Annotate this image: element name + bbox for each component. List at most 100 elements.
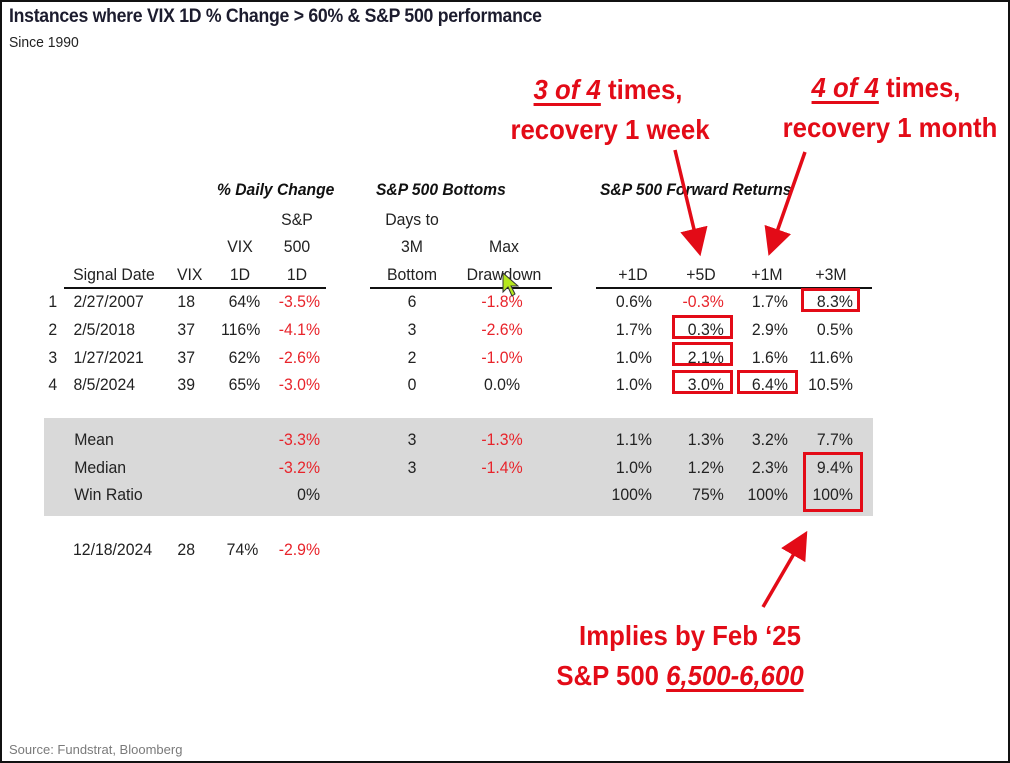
header-spx-1d-l3: 1D (286, 265, 308, 284)
summary-cell-f3m: 7.7% (816, 430, 853, 449)
table-cell-vix: 37 (177, 320, 196, 339)
table-cell-f5d: 3.0% (687, 375, 724, 394)
summary-cell-f1d: 100% (611, 485, 652, 504)
slide-subtitle: Since 1990 (9, 34, 79, 51)
table-cell-n: 1 (48, 292, 58, 311)
table-cell-spx_1d: -3.5% (278, 292, 321, 311)
header-vix-1d-l2: 1D (229, 265, 251, 284)
table-cell-date: 8/5/2024 (73, 375, 136, 394)
table-cell-dd: -1.8% (481, 292, 523, 311)
table-cell-n: 4 (48, 375, 58, 394)
summary-cell-spx_1d: 0% (297, 485, 321, 504)
summary-cell-dd: -1.4% (481, 458, 523, 477)
table-cell-dd: -1.0% (481, 348, 523, 367)
header-rule-middle (370, 287, 552, 289)
current-vix-1d: 74% (226, 540, 259, 559)
summary-cell-label: Median (74, 458, 127, 477)
header-signal-date: Signal Date (73, 265, 155, 284)
table-cell-f1d: 1.0% (615, 348, 652, 367)
current-date: 12/18/2024 (72, 540, 153, 559)
annotation-implies-line1: Implies by Feb ‘25 (579, 620, 801, 651)
summary-cell-label: Mean (74, 430, 114, 449)
summary-cell-f5d: 1.3% (687, 430, 724, 449)
group-header-forward-returns: S&P 500 Forward Returns (600, 180, 792, 199)
highlight-box-5d-row2 (672, 315, 733, 339)
table-cell-n: 2 (48, 320, 58, 339)
current-spx-1d: -2.9% (278, 540, 321, 559)
header-vix-1d-l1: VIX (227, 237, 253, 256)
table-cell-days: 0 (407, 375, 417, 394)
table-cell-f3m: 11.6% (809, 348, 853, 367)
summary-cell-f1d: 1.0% (615, 458, 652, 477)
table-cell-n: 3 (48, 348, 58, 367)
annotation-week-line1: 3 of 4 times, (507, 74, 709, 106)
group-header-bottoms: S&P 500 Bottoms (376, 180, 506, 199)
mouse-cursor-icon (502, 272, 520, 297)
header-spx-1d-l2: 500 (283, 237, 311, 256)
annotation-week-rest: times, (600, 74, 683, 105)
table-cell-date: 1/27/2021 (73, 348, 144, 367)
header-days-l3: Bottom (386, 265, 438, 284)
annotation-week-line2: recovery 1 week (510, 114, 710, 145)
table-cell-f1m: 6.4% (751, 375, 788, 394)
header-max-dd-l1: Max (489, 237, 519, 256)
summary-cell-f3m: 9.4% (816, 458, 853, 477)
highlight-box-3m-median-win (803, 452, 863, 512)
annotation-month-line2: recovery 1 month (782, 112, 998, 143)
highlight-box-1m-row4 (737, 370, 798, 394)
summary-cell-f1m: 2.3% (751, 458, 788, 477)
summary-cell-f5d: 1.2% (687, 458, 724, 477)
table-cell-f5d: -0.3% (682, 292, 724, 311)
summary-cell-f3m: 100% (812, 485, 853, 504)
table-cell-f5d: 2.1% (687, 348, 724, 367)
summary-cell-days: 3 (407, 430, 417, 449)
summary-cell-f1m: 100% (747, 485, 788, 504)
table-cell-f3m: 0.5% (816, 320, 853, 339)
table-cell-days: 3 (407, 320, 417, 339)
header-days-l2: 3M (401, 237, 423, 256)
annotation-implies-prefix: S&P 500 (556, 660, 667, 691)
summary-cell-spx_1d: -3.2% (278, 458, 321, 477)
header-fwd-5d: +5D (686, 265, 716, 284)
table-cell-vix_1d: 64% (228, 292, 261, 311)
annotation-month-emphasis: 4 of 4 (811, 72, 879, 103)
table-cell-vix_1d: 65% (228, 375, 261, 394)
summary-cell-f1d: 1.1% (615, 430, 652, 449)
header-rule-left (64, 287, 326, 289)
header-spx-1d-l1: S&P (281, 210, 313, 229)
slide-title: Instances where VIX 1D % Change > 60% & … (9, 6, 542, 27)
header-days-l1: Days to (385, 210, 439, 229)
summary-band (44, 418, 873, 516)
table-cell-f1d: 0.6% (615, 292, 652, 311)
table-cell-date: 2/27/2007 (73, 292, 144, 311)
table-cell-f1d: 1.7% (615, 320, 652, 339)
table-cell-f5d: 0.3% (687, 320, 724, 339)
group-header-daily-change: % Daily Change (217, 180, 335, 199)
table-cell-date: 2/5/2018 (73, 320, 136, 339)
header-rule-right (596, 287, 872, 289)
header-vix: VIX (176, 265, 203, 284)
annotation-month-rest: times, (878, 72, 961, 103)
table-cell-f1d: 1.0% (615, 375, 652, 394)
table-cell-dd: -2.6% (481, 320, 523, 339)
table-cell-vix: 18 (177, 292, 196, 311)
header-fwd-3m: +3M (815, 265, 847, 284)
current-vix: 28 (177, 540, 196, 559)
annotation-implies-line2: S&P 500 6,500-6,600 (547, 660, 814, 692)
table-cell-vix: 37 (177, 348, 196, 367)
source-note: Source: Fundstrat, Bloomberg (9, 742, 183, 757)
summary-cell-spx_1d: -3.3% (278, 430, 321, 449)
annotation-week-emphasis: 3 of 4 (533, 74, 601, 105)
table-cell-spx_1d: -3.0% (278, 375, 321, 394)
header-fwd-1d: +1D (618, 265, 648, 284)
summary-cell-dd: -1.3% (481, 430, 523, 449)
table-cell-vix_1d: 116% (220, 320, 261, 339)
table-cell-vix: 39 (177, 375, 196, 394)
highlight-box-5d-row3 (672, 342, 733, 366)
table-cell-f3m: 10.5% (808, 375, 853, 394)
summary-cell-label: Win Ratio (74, 485, 143, 504)
table-cell-spx_1d: -4.1% (278, 320, 321, 339)
highlight-box-5d-row4 (672, 370, 733, 394)
table-cell-f1m: 1.6% (751, 348, 788, 367)
table-cell-days: 6 (407, 292, 417, 311)
